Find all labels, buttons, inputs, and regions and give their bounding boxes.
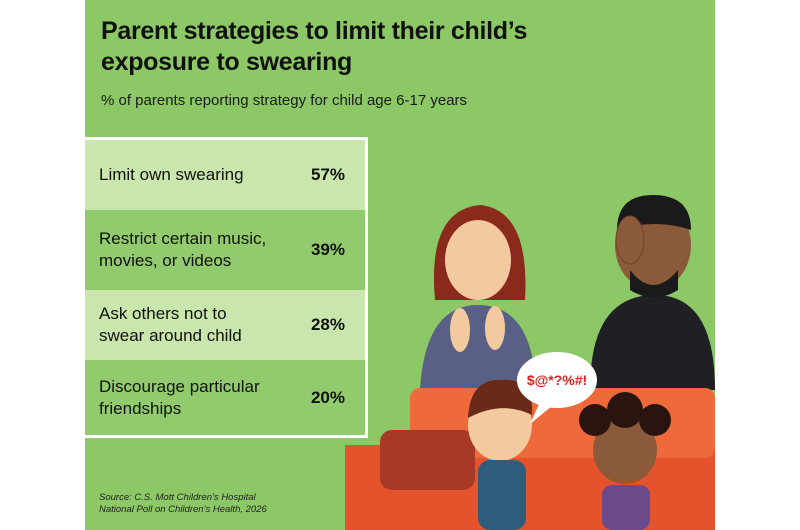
label-line: movies, or videos: [99, 251, 232, 270]
source-line: National Poll on Children’s Health, 2026: [99, 504, 267, 515]
strategy-table: Limit own swearing 57% Restrict certain mu…: [85, 137, 368, 438]
illustration: $@*?%#!: [345, 195, 715, 530]
title: Parent strategies to limit their child’s…: [101, 16, 661, 78]
infographic: $@*?%#! Parent strategies to limit their…: [85, 0, 715, 530]
body: [420, 305, 536, 390]
hand: [450, 308, 470, 352]
title-line: exposure to swearing: [101, 48, 353, 76]
speech-bubble: [517, 352, 597, 408]
hair: [639, 404, 671, 436]
beard: [630, 270, 678, 298]
subtitle: % of parents reporting strategy for chil…: [101, 92, 468, 109]
source-line: Source: C.S. Mott Children’s Hospital: [99, 492, 256, 503]
speech-text: $@*?%#!: [527, 372, 587, 388]
strategy-label: Discourage particular friendships: [99, 376, 260, 420]
percent: 20%: [310, 387, 345, 407]
strategy-label: Limit own swearing: [99, 164, 244, 186]
label-line: Ask others not to: [99, 304, 227, 323]
label-line: swear around child: [99, 326, 242, 345]
shirt: [478, 460, 526, 530]
face: [445, 220, 511, 300]
cushion: [380, 430, 475, 490]
hair: [607, 392, 643, 428]
hair: [468, 379, 533, 418]
label-line: Discourage particular: [99, 376, 260, 396]
label-line: friendships: [99, 398, 182, 418]
table-row: Limit own swearing 57%: [85, 140, 365, 210]
speech-tail: [530, 402, 552, 424]
label-line: Restrict certain music,: [99, 229, 267, 248]
hair: [579, 404, 611, 436]
shirt: [602, 485, 650, 530]
strategy-label: Restrict certain music, movies, or videos: [99, 228, 266, 272]
strategy-label: Ask others not to swear around child: [99, 303, 242, 347]
table-row: Restrict certain music, movies, or videos…: [85, 210, 365, 290]
hand: [485, 306, 505, 350]
percent: 28%: [310, 315, 345, 334]
table-row: Discourage particular friendships 20%: [85, 360, 365, 435]
hand: [615, 215, 645, 265]
percent: 57%: [310, 165, 345, 184]
source: Source: C.S. Mott Children’s Hospital Na…: [99, 492, 267, 516]
percent: 39%: [310, 240, 345, 259]
label-line: Limit own swearing: [99, 165, 244, 184]
title-line: Parent strategies to limit their child’s: [101, 17, 528, 45]
face: [593, 416, 657, 484]
body: [590, 295, 715, 390]
table-row: Ask others not to swear around child 28%: [85, 290, 365, 360]
